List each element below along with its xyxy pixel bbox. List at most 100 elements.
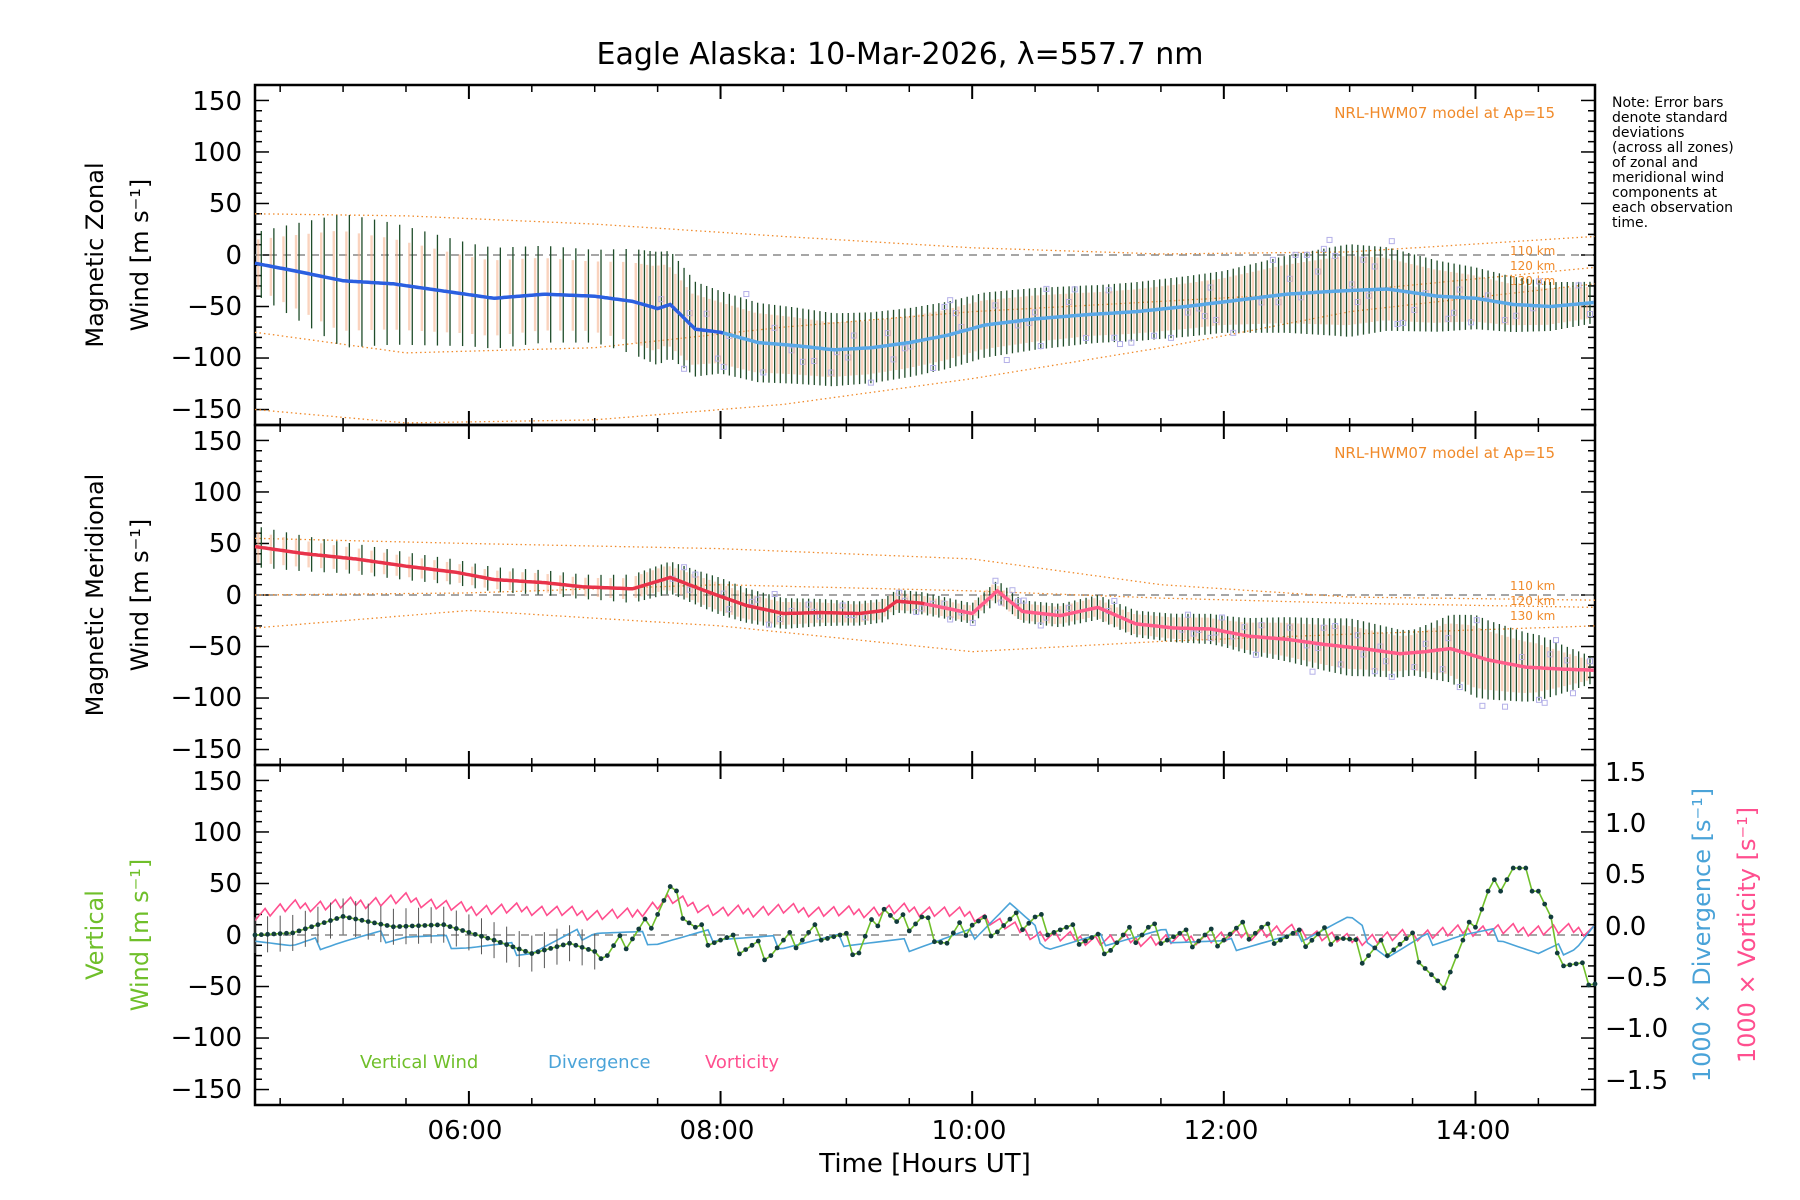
vertical-wind-point: [353, 916, 359, 922]
vertical-wind-point: [1535, 888, 1541, 894]
km-label: 110 km: [1510, 244, 1555, 258]
zone-point: [692, 571, 699, 578]
vertical-wind-point: [1479, 906, 1485, 912]
y-tick-label: 150: [192, 767, 242, 797]
vertical-wind-point: [485, 935, 491, 941]
vertical-wind-point: [869, 917, 874, 922]
zone-point: [1009, 587, 1016, 594]
vertical-wind-point: [1340, 936, 1346, 942]
y-tick-label: 0: [225, 581, 242, 611]
vertical-wind-point: [623, 946, 629, 952]
zone-point: [1332, 252, 1339, 259]
vertical-wind-point: [1504, 877, 1510, 883]
vertical-wind-point: [749, 942, 755, 948]
vertical-wind-point: [1378, 937, 1384, 943]
vertical-wind-point: [586, 947, 591, 952]
vertical-wind-point: [913, 921, 918, 927]
y-tick-label: 150: [192, 427, 242, 457]
vertical-wind-point: [529, 951, 535, 956]
zone-point: [1586, 311, 1593, 318]
y-tick-label: 0: [225, 241, 242, 271]
y-tick-label: 0: [225, 921, 242, 951]
zone-point: [771, 591, 778, 598]
note-line: each observation: [1612, 200, 1733, 216]
zone-point: [1388, 673, 1395, 680]
km-label: 130 km: [1510, 609, 1555, 623]
y2-axis-label-divergence: 1000 × Divergence [s⁻¹]: [1688, 788, 1716, 1082]
vertical-wind-point: [768, 953, 774, 959]
vertical-wind-point: [825, 936, 830, 941]
vertical-wind-point: [1592, 981, 1598, 987]
y-tick-label: −100: [171, 683, 242, 713]
vertical-wind-point: [1466, 919, 1472, 925]
y-tick-label: −50: [187, 972, 242, 1002]
y-tick-label: 50: [209, 869, 242, 899]
km-label: 130 km: [1510, 274, 1555, 288]
zone-point: [992, 577, 999, 584]
zone-point: [1479, 702, 1486, 709]
vertical-wind-point: [950, 930, 956, 936]
vertical-wind-point: [743, 947, 749, 952]
vertical-wind-point: [541, 947, 547, 953]
note-line: meridional wind: [1612, 170, 1724, 186]
vertical-wind-point: [1410, 930, 1415, 936]
y-axis-label: Vertical: [81, 890, 109, 980]
y-tick-label: −100: [171, 343, 242, 373]
vertical-wind-point: [1177, 930, 1183, 936]
zone-point: [1071, 286, 1078, 293]
vertical-wind-point: [932, 939, 937, 945]
vertical-wind-point: [1460, 937, 1466, 943]
vertical-wind-point: [957, 920, 963, 926]
vertical-wind-point: [1366, 953, 1371, 959]
vertical-wind-point: [611, 943, 616, 949]
y2-tick-label: 1.5: [1605, 758, 1646, 788]
vertical-wind-point: [409, 923, 415, 929]
vertical-wind-point: [881, 906, 887, 912]
y2-tick-label: 1.0: [1605, 809, 1646, 839]
zone-point: [765, 621, 772, 628]
vertical-wind-point: [290, 930, 296, 936]
x-axis-label: Time [Hours UT]: [818, 1149, 1031, 1179]
vertical-wind-point: [1278, 937, 1283, 943]
vertical-wind-point: [667, 884, 673, 889]
vertical-wind-point: [1510, 865, 1516, 871]
vertical-wind-point: [705, 942, 711, 948]
y-axis-label: Wind [m s⁻¹]: [126, 519, 154, 671]
vertical-wind-point: [548, 945, 554, 951]
zone-point: [1320, 245, 1327, 252]
vertical-wind-point: [284, 930, 289, 936]
vertical-wind-point: [1007, 916, 1013, 922]
zone-point: [1150, 332, 1157, 339]
y-tick-label: 100: [192, 478, 242, 508]
km-label: 120 km: [1510, 259, 1555, 273]
y-axis-label: Magnetic Zonal: [81, 162, 109, 347]
vertical-wind-point: [1573, 961, 1579, 967]
x-tick-label: 08:00: [680, 1116, 755, 1146]
vertical-wind-point: [479, 933, 484, 939]
y-tick-label: 50: [209, 529, 242, 559]
vertical-wind-point: [1020, 927, 1025, 933]
vertical-wind-point: [730, 932, 736, 938]
vertical-wind-point: [1127, 924, 1132, 930]
vorticity-line: [254, 891, 1595, 948]
y-axis-left: 150 100 50 0 −50 −100 −150: [171, 767, 242, 1105]
note-line: Note: Error bars: [1612, 95, 1723, 111]
y-axis-right: 1.5 1.0 0.5 0.0 −0.5 −1.0 −1.5: [1605, 758, 1668, 1096]
vertical-wind-point: [1057, 927, 1063, 933]
vertical-wind-point: [403, 923, 409, 929]
note-line: denote standard: [1612, 110, 1728, 126]
zone-point: [1184, 611, 1191, 618]
vertical-wind-point: [1517, 865, 1522, 871]
vertical-wind-point: [378, 921, 384, 927]
vertical-wind-point: [1183, 927, 1189, 933]
vertical-wind-point: [1441, 985, 1447, 991]
vertical-wind-point: [1529, 888, 1535, 894]
vertical-wind-point: [391, 924, 396, 930]
vertical-wind-point: [856, 950, 862, 956]
zone-point: [913, 609, 920, 616]
vertical-wind-line: [254, 867, 1596, 990]
y-tick-label: 100: [192, 138, 242, 168]
vertical-wind-point: [516, 946, 522, 952]
vertical-wind-point: [422, 923, 428, 928]
vertical-wind-point: [1139, 932, 1145, 938]
